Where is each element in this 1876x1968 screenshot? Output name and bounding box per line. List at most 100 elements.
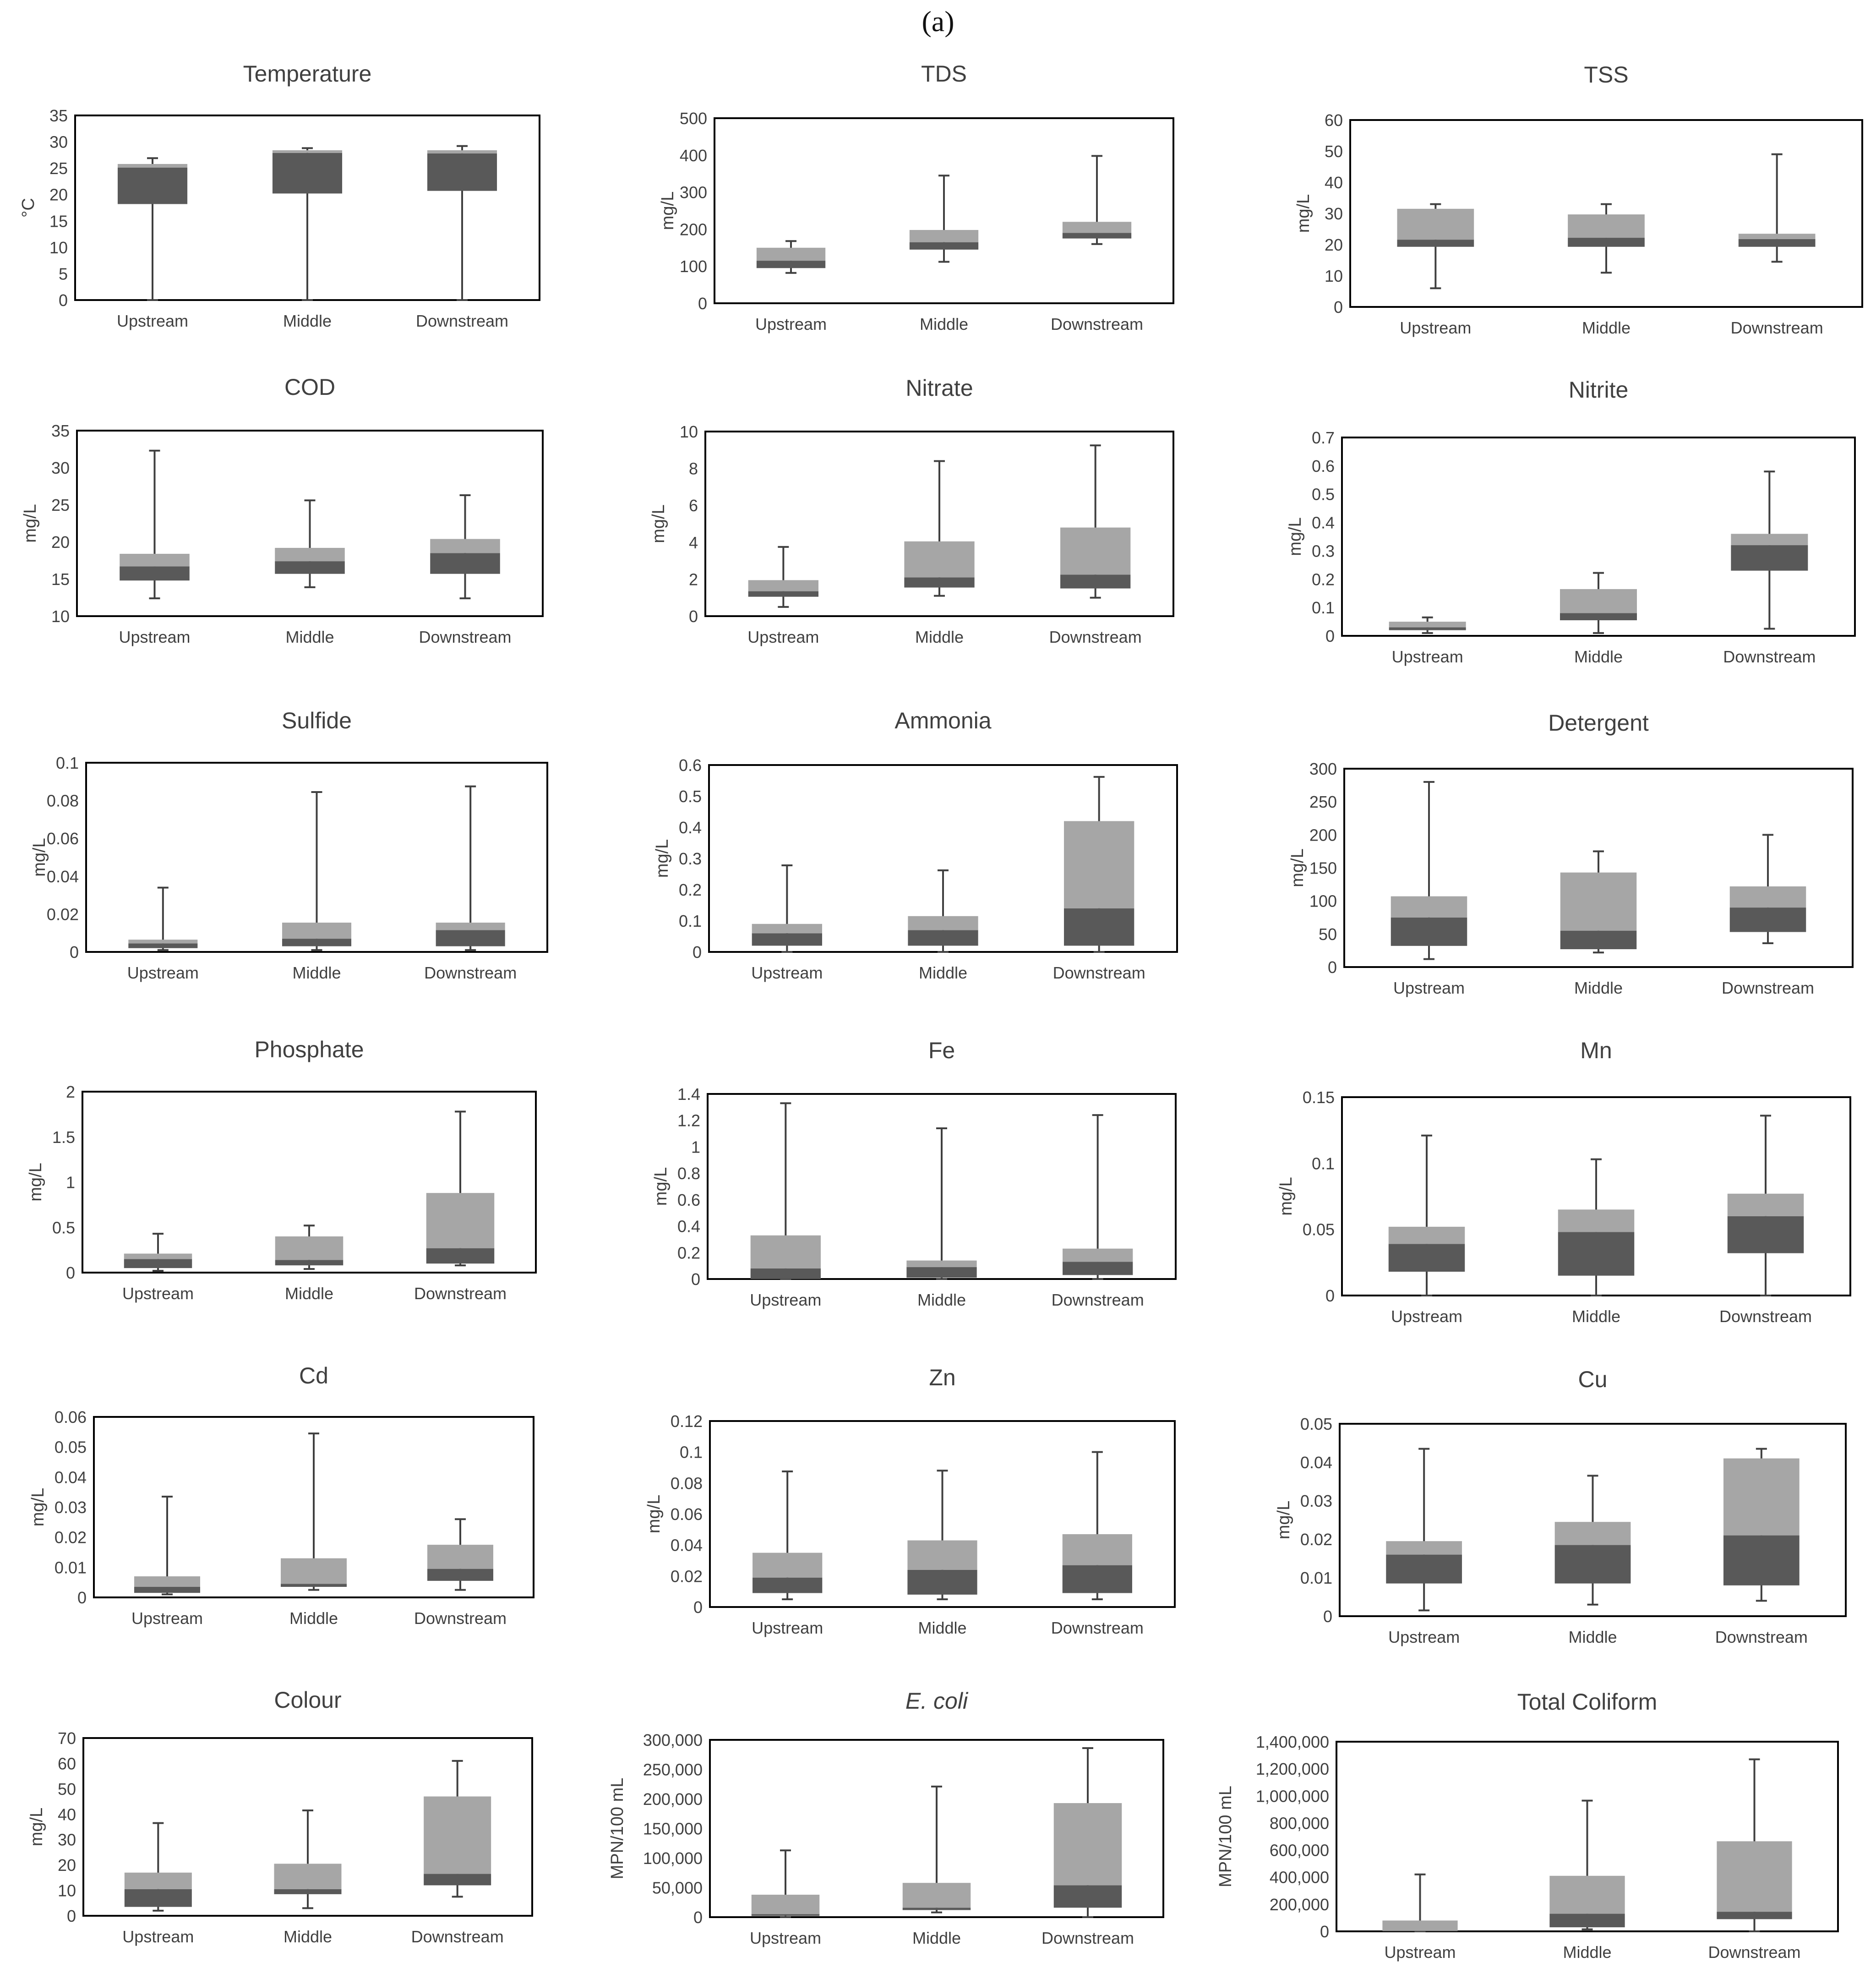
y-tick-label: 200 (1309, 825, 1337, 844)
box-upper (907, 1540, 977, 1570)
chart-nitrite: Nitrite 0 0.1 0.2 0.3 0.4 0.5 0.6 0.7 mg/L Upstrea… (1286, 377, 1856, 666)
box-upper (1062, 222, 1132, 233)
box-middle (1554, 1475, 1631, 1606)
y-tick-label: 50 (1325, 142, 1343, 161)
chart-phosphate: Phosphate 0 0.5 1 1.5 2 mg/L Upstream Middle Down… (26, 1037, 537, 1303)
y-tick-label: 0 (1328, 958, 1337, 977)
box-lower (907, 1569, 977, 1595)
box-downstream (1063, 1114, 1133, 1280)
plot-frame (76, 430, 544, 617)
y-tick-label: 70 (58, 1729, 76, 1748)
plot-frame (1339, 1423, 1847, 1617)
y-tick-label: 0.04 (55, 1468, 87, 1487)
box-middle (1549, 1799, 1625, 1930)
plot-frame (704, 431, 1174, 617)
plot-frame (82, 1091, 537, 1274)
box-downstream (1738, 153, 1816, 263)
box-lower (1723, 1535, 1800, 1585)
y-tick-label: 1.5 (52, 1128, 75, 1147)
box-upstream (753, 1470, 823, 1601)
box-lower (282, 939, 352, 946)
y-tick-label: 400 (680, 146, 707, 165)
y-tick-label: 0.01 (1300, 1569, 1332, 1587)
x-tick-label: Upstream (1391, 1307, 1462, 1326)
chart-sulfide: Sulfide 0 0.02 0.04 0.06 0.08 0.1 mg/L Upstream M… (30, 708, 548, 982)
x-tick-label: Upstream (117, 312, 188, 330)
box-upper (1554, 1522, 1631, 1545)
plot-frame (1343, 768, 1854, 968)
box-downstream (424, 1760, 491, 1898)
x-tick-label: Downstream (1042, 1929, 1134, 1947)
box-middle (274, 1809, 342, 1909)
box-lower (1558, 1232, 1635, 1276)
chart-tss: TSS 0 10 20 30 40 50 60 mg/L Upstream Middle Downst… (1294, 62, 1863, 337)
y-tick-label: 1,200,000 (1256, 1760, 1329, 1778)
y-tick-label: 2 (689, 570, 698, 589)
y-tick-label: 0.5 (52, 1218, 75, 1237)
x-tick-label: Upstream (122, 1927, 194, 1946)
y-axis-label: mg/L (649, 504, 668, 543)
box-upper (748, 580, 818, 591)
y-tick-label: 200,000 (1270, 1895, 1329, 1914)
x-tick-label: Upstream (127, 963, 199, 982)
box-upstream (1388, 1134, 1465, 1296)
x-tick-label: Middle (1572, 1307, 1620, 1326)
chart-title: Nitrite (1569, 377, 1629, 403)
chart-temperature: Temperature 0 5 10 15 20 25 30 35 °C Upstream Middl… (19, 61, 540, 330)
x-tick-label: Downstream (419, 628, 511, 646)
y-tick-label: 0 (1334, 298, 1343, 317)
y-tick-label: 0.3 (679, 849, 702, 868)
y-tick-label: 150 (1309, 859, 1337, 878)
y-tick-label: 1 (66, 1173, 75, 1192)
chart-title: COD (284, 374, 335, 400)
y-tick-label: 20 (1325, 235, 1343, 254)
box-lower (281, 1584, 347, 1587)
y-tick-label: 0.06 (55, 1408, 87, 1427)
y-tick-label: 0 (70, 943, 79, 962)
y-tick-label: 0.05 (1300, 1415, 1332, 1433)
y-tick-label: 1 (691, 1137, 700, 1156)
y-axis-label: mg/L (27, 1808, 46, 1846)
y-tick-label: 1.2 (677, 1111, 700, 1130)
box-upper (753, 1553, 823, 1578)
box-upstream (752, 864, 822, 953)
box-upstream (748, 546, 818, 608)
x-tick-label: Upstream (750, 1929, 821, 1947)
x-tick-label: Downstream (1053, 963, 1145, 982)
chart-detergent: Detergent 0 50 100 150 200 250 300 mg/L Upstream M… (1288, 710, 1854, 997)
x-tick-label: Middle (1568, 1628, 1617, 1646)
box-lower (906, 1267, 977, 1278)
x-tick-label: Middle (1582, 318, 1631, 337)
chart-cu: Cu 0 0.01 0.02 0.03 0.04 0.05 mg/L Upstream Middl… (1274, 1367, 1847, 1646)
y-tick-label: 250 (1309, 793, 1337, 811)
y-axis-label: mg/L (1274, 1501, 1293, 1539)
x-tick-label: Middle (918, 1618, 966, 1637)
chart-cd: Cd 0 0.01 0.02 0.03 0.04 0.05 0.06 mg/L Upstream M… (28, 1363, 534, 1628)
x-tick-label: Downstream (1051, 1618, 1144, 1637)
box-middle (907, 1470, 977, 1601)
y-tick-label: 50 (1319, 925, 1337, 944)
box-lower (128, 943, 198, 948)
x-tick-label: Downstream (414, 1284, 507, 1303)
box-upper (1738, 234, 1816, 239)
y-tick-label: 60 (1325, 111, 1343, 130)
y-tick-label: 20 (58, 1856, 76, 1875)
y-axis-label: mg/L (651, 1167, 671, 1206)
box-lower (909, 242, 979, 250)
y-tick-label: 100,000 (643, 1849, 703, 1868)
y-tick-label: 0 (698, 294, 707, 313)
chart-fe: Fe 0 0.2 0.4 0.6 0.8 1 1.2 1.4 mg/L Upstream Middle… (651, 1038, 1177, 1309)
y-tick-label: 0.1 (1312, 1154, 1335, 1173)
box-lower (753, 1577, 823, 1593)
y-tick-label: 0.04 (47, 867, 79, 886)
x-tick-label: Downstream (1731, 318, 1823, 337)
box-upstream (1391, 781, 1467, 960)
box-upper (426, 1193, 495, 1248)
y-axis-label: mg/L (26, 1163, 45, 1201)
y-tick-label: 50 (58, 1780, 76, 1799)
box-upper (134, 1576, 200, 1587)
box-upper (906, 1260, 977, 1268)
box-lower (124, 1889, 192, 1907)
box-downstream (1062, 1451, 1132, 1601)
box-lower (1063, 1262, 1133, 1275)
